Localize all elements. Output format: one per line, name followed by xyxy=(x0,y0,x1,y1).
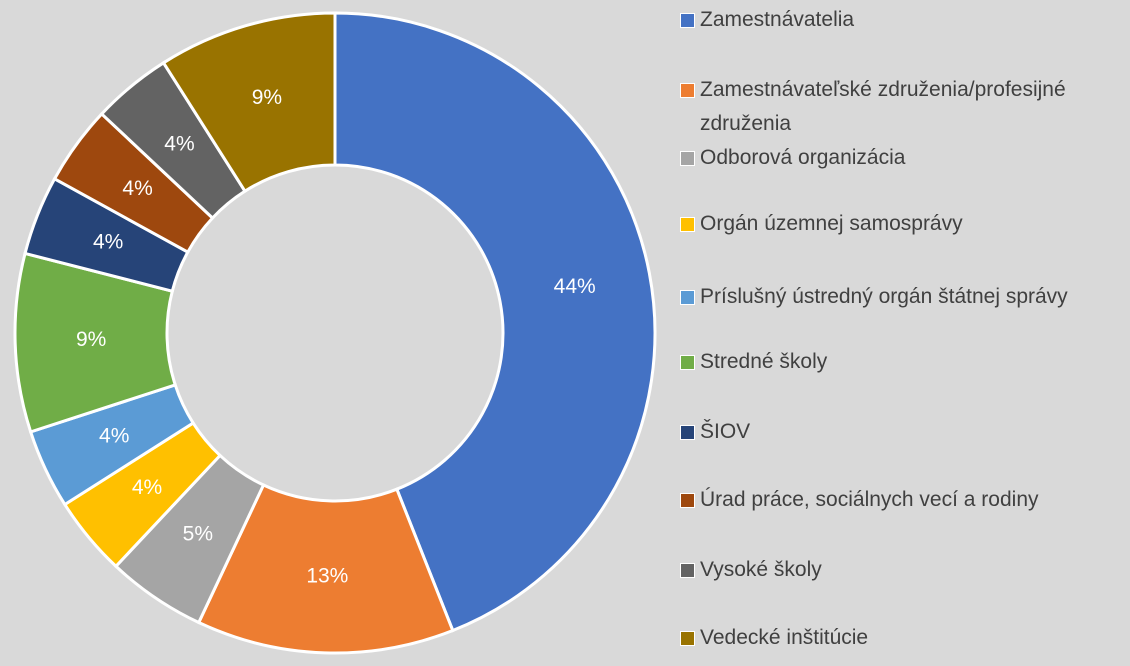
legend-item: Úrad práce, sociálnych vecí a rodiny xyxy=(680,483,1120,517)
data-label: 4% xyxy=(164,133,194,156)
data-label: 4% xyxy=(93,231,123,254)
legend-item: Príslušný ústredný orgán štátnej správy xyxy=(680,280,1120,314)
data-label: 9% xyxy=(76,328,106,351)
legend-swatch xyxy=(680,493,695,508)
legend-swatch xyxy=(680,217,695,232)
legend-swatch xyxy=(680,631,695,646)
legend-label: Vysoké školy xyxy=(700,558,822,581)
legend-swatch xyxy=(680,151,695,166)
legend-item: Odborová organizácia xyxy=(680,141,1120,175)
data-label: 5% xyxy=(183,522,213,545)
legend-swatch xyxy=(680,290,695,305)
legend-label: Orgán územnej samosprávy xyxy=(700,212,963,235)
legend-item: ŠIOV xyxy=(680,415,1120,449)
slice xyxy=(333,11,657,633)
legend-label: Úrad práce, sociálnych vecí a rodiny xyxy=(700,488,1039,511)
legend-item: Zamestnávateľské združenia/profesijné zd… xyxy=(680,73,1120,141)
legend-item: Orgán územnej samosprávy xyxy=(680,207,1120,241)
legend-swatch xyxy=(680,563,695,578)
legend-label: Odborová organizácia xyxy=(700,146,906,169)
data-label: 4% xyxy=(99,424,129,447)
legend-swatch xyxy=(680,425,695,440)
data-label: 4% xyxy=(132,476,162,499)
donut: 44% 13% 5% 4% 4% 9% 4% 4% 4% 9% xyxy=(13,11,657,655)
data-label: 4% xyxy=(122,177,152,200)
legend-label: Stredné školy xyxy=(700,350,828,373)
legend-label: Zamestnávatelia xyxy=(700,8,855,31)
slice xyxy=(161,11,337,194)
data-label: 13% xyxy=(306,564,348,587)
legend-item: Vedecké inštitúcie xyxy=(680,621,1120,655)
legend-label: Vedecké inštitúcie xyxy=(700,626,869,649)
legend-item: Vysoké školy xyxy=(680,553,1120,587)
legend-label: Príslušný ústredný orgán štátnej správy xyxy=(700,285,1068,308)
legend-swatch xyxy=(680,83,695,98)
legend-swatch xyxy=(680,13,695,28)
data-label: 9% xyxy=(252,86,282,109)
slice xyxy=(196,483,455,655)
legend-item: Stredné školy xyxy=(680,345,1120,379)
data-label: 44% xyxy=(554,275,596,298)
legend-label: ŠIOV xyxy=(700,420,751,443)
legend-label: Zamestnávateľské združenia/profesijné zd… xyxy=(700,78,1066,135)
legend-item: Zamestnávatelia xyxy=(680,3,1120,37)
legend-swatch xyxy=(680,355,695,370)
